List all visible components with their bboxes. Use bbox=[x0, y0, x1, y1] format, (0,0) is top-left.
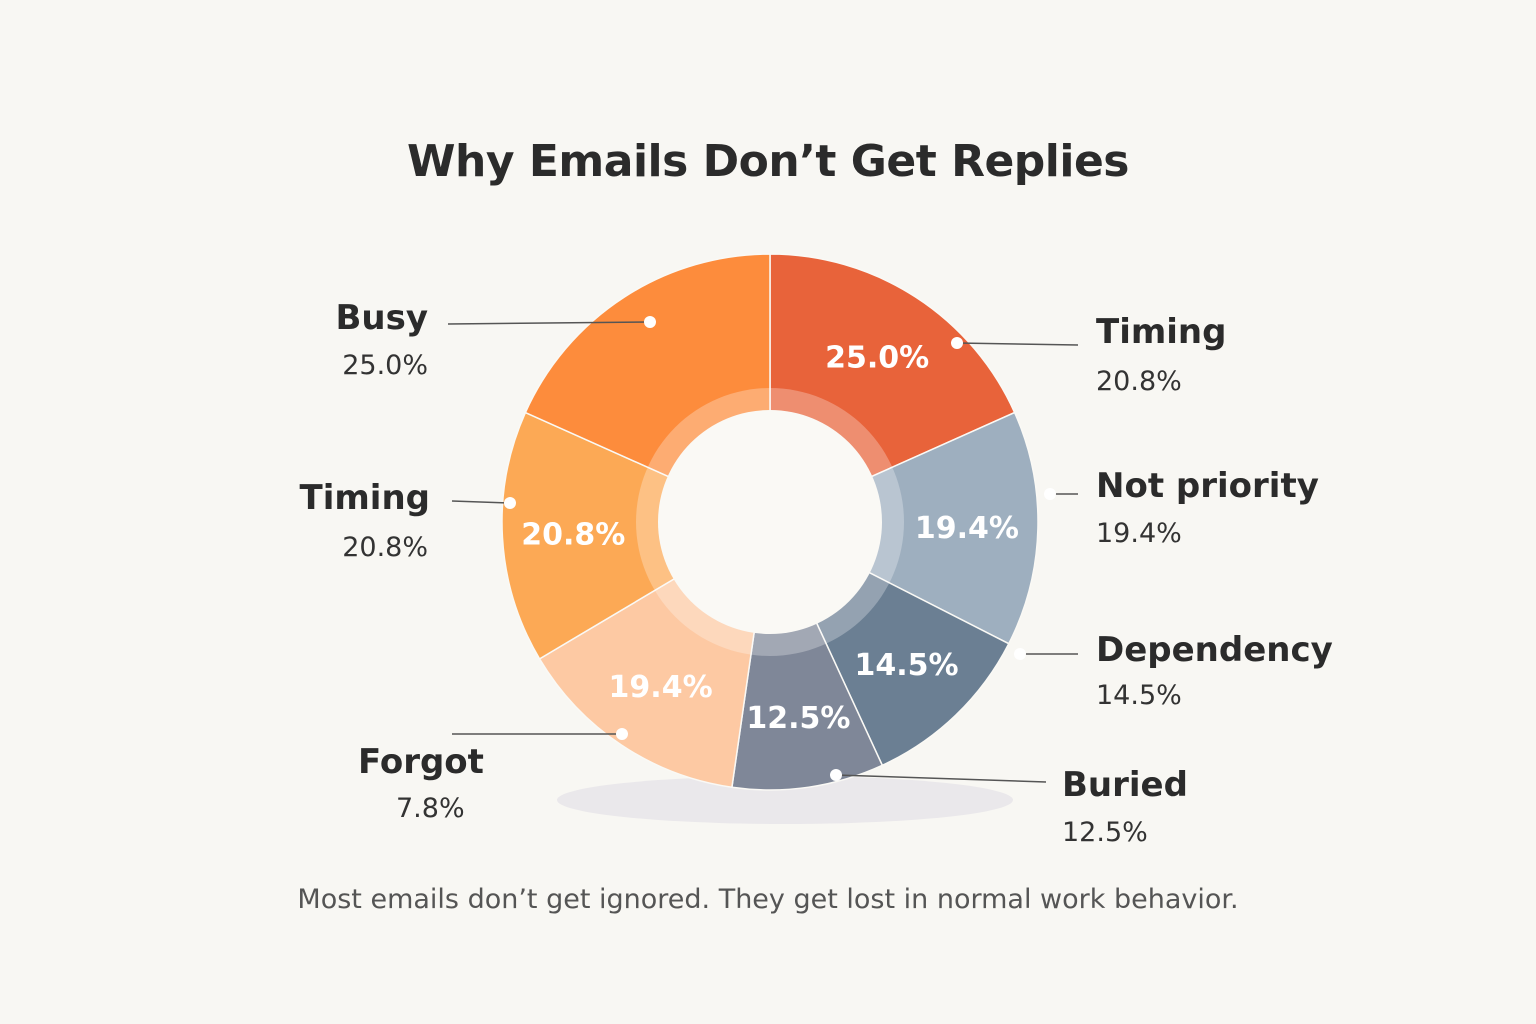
leader-dot bbox=[504, 497, 516, 509]
legend-value-busy: 25.0% bbox=[342, 350, 428, 381]
leader-line bbox=[447, 321, 651, 325]
slice-value-label: 19.4% bbox=[915, 511, 1019, 546]
legend-label-timing: Timing bbox=[1096, 312, 1227, 352]
leader-dot bbox=[1014, 648, 1026, 660]
slice-value-label: 14.5% bbox=[855, 648, 959, 683]
legend-value-timing-left: 20.8% bbox=[342, 532, 428, 563]
legend-label-forgot: Forgot bbox=[358, 742, 484, 782]
legend-label-dependency: Dependency bbox=[1096, 630, 1333, 670]
leader-line bbox=[956, 342, 1079, 346]
legend-label-busy: Busy bbox=[335, 298, 428, 338]
legend-value-dependency: 14.5% bbox=[1096, 680, 1182, 711]
chart-subtitle: Most emails don’t get ignored. They get … bbox=[297, 884, 1239, 915]
leader-dot bbox=[1044, 488, 1056, 500]
legend-value-not-priority: 19.4% bbox=[1096, 518, 1182, 549]
slice-value-label: 20.8% bbox=[521, 517, 625, 552]
leader-line bbox=[451, 500, 511, 504]
leader-dot bbox=[616, 728, 628, 740]
legend-label-not-priority: Not priority bbox=[1096, 466, 1319, 506]
legend-value-buried: 12.5% bbox=[1062, 817, 1148, 848]
leader-line bbox=[835, 774, 1047, 783]
chart-title: Why Emails Don’t Get Replies bbox=[407, 136, 1130, 187]
leader-dot bbox=[830, 769, 842, 781]
legend-value-forgot: 7.8% bbox=[396, 793, 465, 824]
chart-shadow bbox=[557, 776, 1013, 824]
slice-value-label: 25.0% bbox=[825, 341, 929, 376]
slice-value-label: 19.4% bbox=[609, 670, 713, 705]
legend-label-buried: Buried bbox=[1062, 765, 1188, 805]
leader-dot bbox=[951, 337, 963, 349]
legend-value-timing: 20.8% bbox=[1096, 366, 1182, 397]
slice-value-label: 12.5% bbox=[746, 701, 850, 736]
legend-label-timing-left: Timing bbox=[299, 478, 430, 518]
donut-hole bbox=[658, 410, 882, 634]
leader-dot bbox=[644, 316, 656, 328]
